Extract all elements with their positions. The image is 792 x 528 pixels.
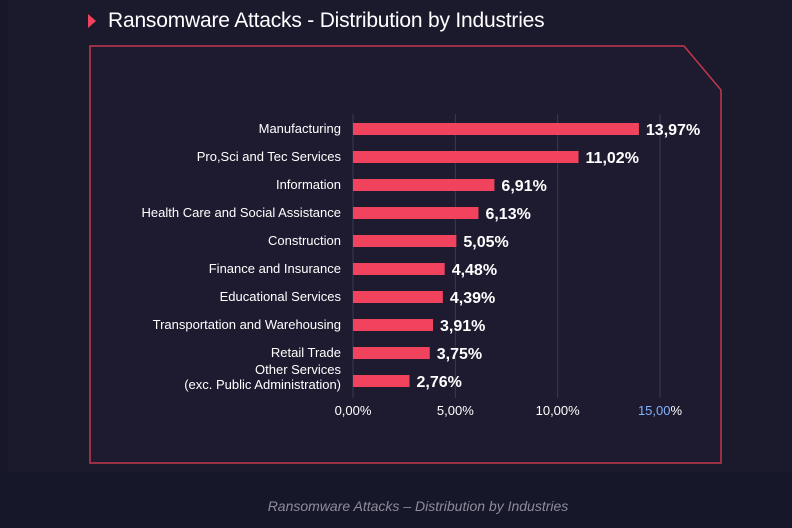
category-label: Health Care and Social Assistance [142,205,341,220]
data-label: 4,48% [452,262,497,279]
chart-header: Ransomware Attacks - Distribution by Ind… [88,8,545,34]
data-label: 6,91% [501,178,546,195]
bar [353,151,579,163]
bar [353,347,430,359]
category-label: Retail Trade [271,345,341,360]
data-label: 6,13% [485,206,530,223]
category-label: Manufacturing [259,121,341,136]
category-label: Information [276,177,341,192]
bar [353,179,495,191]
category-label: Transportation and Warehousing [153,317,341,332]
x-tick-label: 0,00% [335,403,372,418]
category-label: Construction [268,233,341,248]
bar [353,263,445,275]
chart-frame [89,45,722,464]
category-label: Finance and Insurance [209,261,341,276]
bar [353,291,443,303]
bar [353,375,410,387]
data-label: 5,05% [463,234,508,251]
bar [353,207,479,219]
data-label: 11,02% [586,150,639,167]
bar [353,123,639,135]
data-label: 3,75% [437,346,482,363]
title-marker-icon [88,14,96,28]
x-tick-label: 10,00% [536,403,581,418]
data-label: 4,39% [450,290,495,307]
data-label: 13,97% [646,122,700,139]
bar [353,235,457,247]
bar [353,319,434,331]
page-title: Ransomware Attacks - Distribution by Ind… [108,9,545,32]
category-label: Educational Services [220,289,342,304]
data-label: 2,76% [416,374,461,391]
x-tick-label: 5,00% [437,403,474,418]
category-label: Pro,Sci and Tec Services [197,149,342,164]
data-label: 3,91% [440,318,485,335]
figure-caption: Ransomware Attacks – Distribution by Ind… [267,498,569,514]
category-label: (exc. Public Administration) [184,377,341,392]
x-tick-label: 15,00% [638,403,683,418]
category-label: Other Services [255,362,341,377]
